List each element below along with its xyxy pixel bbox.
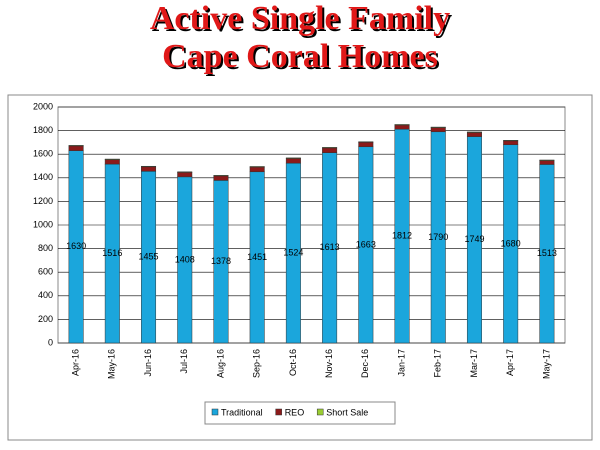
bar-segment: [503, 140, 519, 146]
bar-segment: [141, 166, 157, 172]
x-tick-label: Apr-17: [505, 349, 515, 376]
legend-box: [204, 401, 396, 425]
bar-segment: [430, 126, 446, 128]
value-label: 1812: [392, 230, 412, 240]
value-label: 1408: [175, 254, 195, 264]
value-label: 1513: [537, 248, 557, 258]
bar-segment: [394, 124, 410, 130]
x-tick-label: Sep-16: [252, 349, 262, 378]
bar-segment: [213, 175, 229, 177]
chart-title: Active Single Family Cape Coral Homes: [149, 0, 451, 75]
bar-segment: [104, 158, 120, 160]
x-tick-label: Feb-17: [433, 349, 443, 378]
bar-segment: [177, 172, 193, 178]
bar-segment: [68, 145, 84, 151]
x-tick-label: Aug-16: [215, 349, 225, 378]
bar-segment: [394, 124, 410, 126]
value-label: 1451: [247, 252, 267, 262]
value-label: 1680: [501, 238, 521, 248]
y-tick-label: 1400: [33, 172, 53, 182]
bar-segment: [466, 132, 482, 137]
legend-label: REO: [285, 407, 305, 417]
bar-segment: [177, 171, 193, 173]
legend-label: Traditional: [221, 407, 263, 417]
y-tick-label: 2000: [33, 101, 53, 111]
x-tick-label: Mar-17: [469, 349, 479, 378]
value-label: 1790: [428, 232, 448, 242]
bar-segment: [213, 175, 229, 181]
y-tick-label: 200: [38, 314, 53, 324]
value-label: 1455: [139, 252, 159, 262]
value-label: 1663: [356, 239, 376, 249]
bar-segment: [285, 158, 301, 164]
bar-segment: [539, 160, 555, 165]
legend-swatch: [275, 408, 282, 416]
bar-segment: [322, 147, 338, 153]
x-tick-label: Apr-16: [70, 349, 80, 376]
y-tick-label: 800: [38, 243, 53, 253]
x-tick-label: May-16: [107, 349, 117, 379]
x-tick-label: Jan-17: [396, 349, 406, 377]
bar-segment: [430, 127, 446, 133]
y-tick-label: 1000: [33, 219, 53, 229]
value-label: 1524: [283, 247, 303, 257]
bar-segment: [68, 145, 84, 147]
bar-segment: [503, 140, 519, 142]
x-tick-label: Jul-16: [179, 349, 189, 374]
x-tick-label: Oct-16: [288, 349, 298, 376]
x-tick-label: Jun-16: [143, 349, 153, 377]
bar-segment: [249, 166, 265, 173]
y-tick-label: 0: [48, 337, 53, 347]
y-tick-label: 1200: [33, 196, 53, 206]
value-label: 1630: [66, 241, 86, 251]
x-tick-label: Nov-16: [324, 349, 334, 378]
value-label: 1516: [102, 248, 122, 258]
legend-swatch: [316, 408, 324, 416]
y-tick-label: 1600: [33, 149, 53, 159]
bar-segment: [466, 131, 482, 133]
value-label: 1613: [320, 242, 340, 252]
legend-label: Short Sale: [326, 407, 368, 417]
bar-segment: [358, 141, 374, 143]
bar-segment: [322, 147, 338, 149]
bar-segment: [249, 166, 265, 168]
bar-segment: [104, 159, 120, 165]
y-tick-label: 1800: [33, 125, 53, 135]
x-tick-label: May-17: [541, 349, 551, 379]
bar-segment: [539, 159, 555, 161]
bar-segment: [141, 165, 157, 168]
y-tick-label: 400: [38, 290, 53, 300]
legend-swatch: [211, 408, 219, 416]
value-label: 1749: [464, 234, 484, 244]
bar-segment: [285, 157, 301, 159]
x-tick-label: Dec-16: [360, 349, 370, 378]
value-label: 1378: [211, 256, 231, 266]
bar-segment: [358, 142, 374, 148]
y-tick-label: 600: [38, 267, 53, 277]
